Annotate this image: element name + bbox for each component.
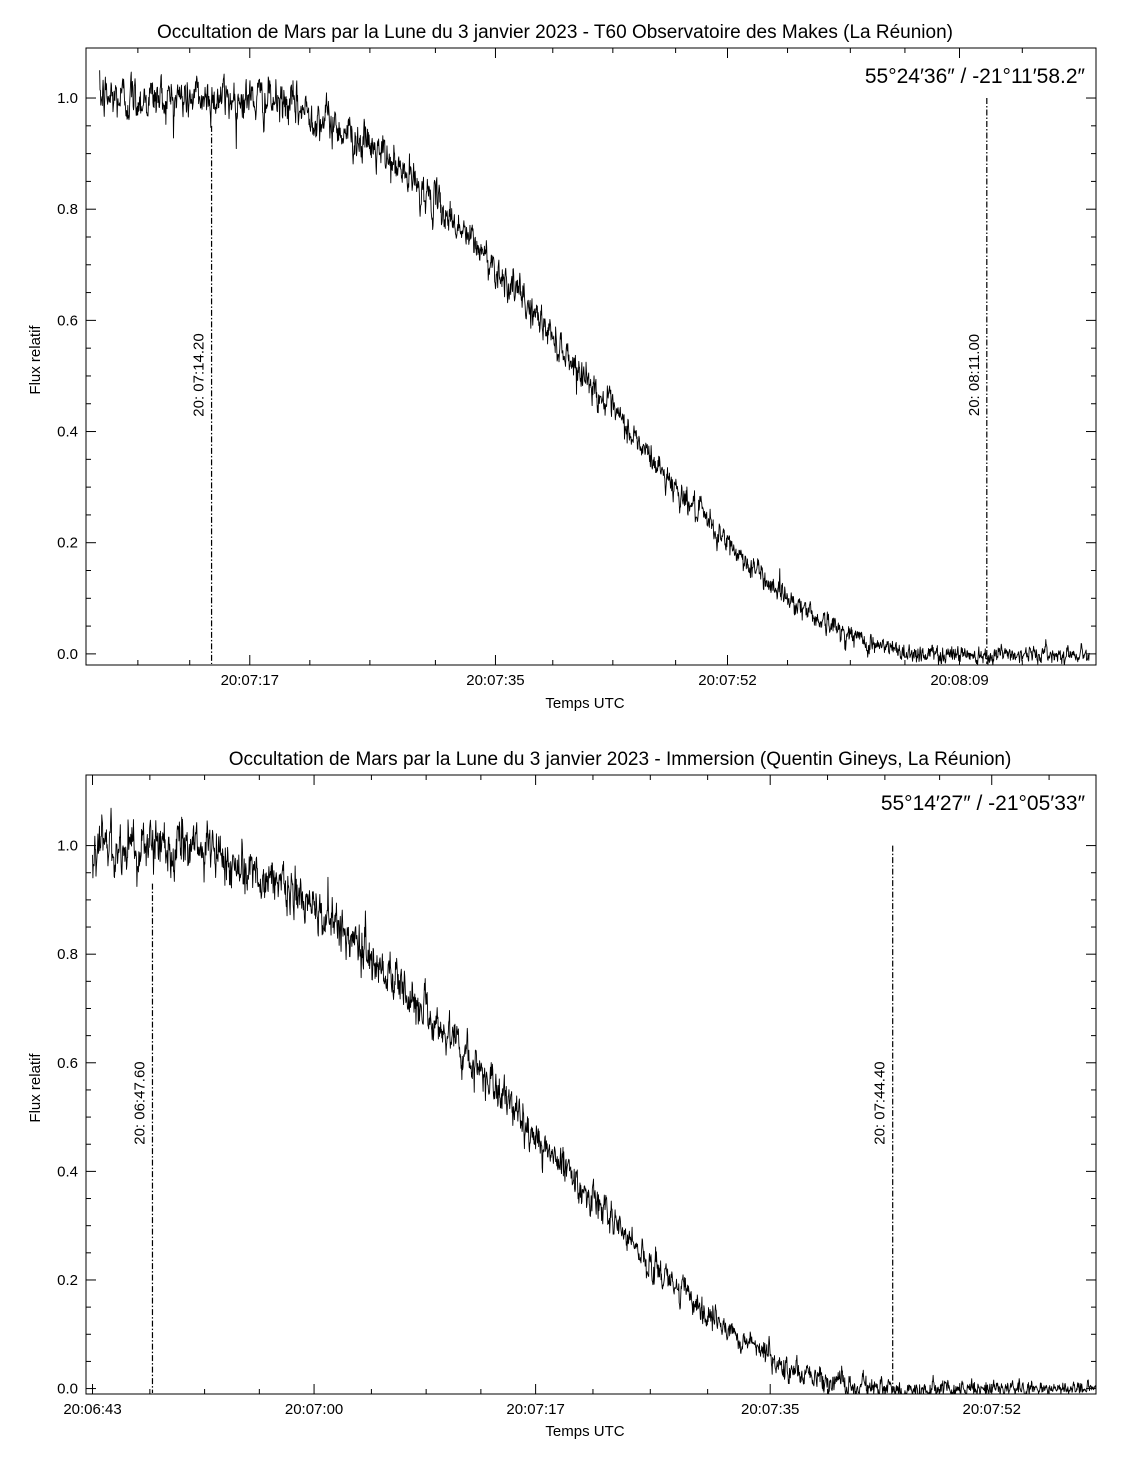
chart-1-title: Occultation de Mars par la Lune du 3 jan… — [157, 22, 953, 43]
y-tick-label: 0.0 — [57, 1381, 78, 1398]
event-marker-label: 20: 06:47.60 — [131, 1061, 148, 1144]
y-tick-label: 0.6 — [57, 312, 78, 329]
x-tick-label: 20:08:09 — [930, 672, 988, 689]
y-tick-label: 0.0 — [57, 646, 78, 663]
x-tick-label: 20:07:00 — [285, 1401, 343, 1418]
x-tick-label: 20:07:52 — [698, 672, 756, 689]
chart-1-event-markers: 20: 07:14.20 20: 08:11.00 — [191, 98, 988, 664]
chart-1-ticks: 0.0 0.2 0.4 0.6 0.8 1.0 20:07:17 20:07:35 20:07:… — [57, 48, 1096, 689]
y-tick-label: 0.6 — [57, 1055, 78, 1072]
chart-2-x-axis-label: Temps UTC — [545, 1423, 624, 1440]
chart-2-flux-series — [92, 807, 1097, 1395]
y-tick-label: 0.8 — [57, 946, 78, 963]
y-tick-label: 1.0 — [57, 90, 78, 107]
chart-1: Occultation de Mars par la Lune du 3 jan… — [27, 22, 1097, 712]
chart-1-flux-series — [99, 70, 1090, 666]
y-tick-label: 0.4 — [57, 424, 78, 441]
y-tick-label: 0.2 — [57, 535, 78, 552]
chart-2-y-axis-label: Flux relatif — [27, 1053, 44, 1123]
chart-2-plot-frame — [85, 774, 1097, 1395]
event-marker-label: 20: 07:14.20 — [191, 333, 208, 416]
event-marker-label: 20: 07:44.40 — [872, 1061, 889, 1144]
chart-1-coordinates: 55°24′36″ / -21°11′58.2″ — [865, 65, 1086, 88]
x-tick-label: 20:06:43 — [63, 1401, 121, 1418]
y-tick-label: 0.2 — [57, 1272, 78, 1289]
chart-2-coordinates: 55°14′27″ / -21°05′33″ — [881, 792, 1086, 815]
x-tick-label: 20:07:17 — [506, 1401, 564, 1418]
x-tick-label: 20:07:52 — [963, 1401, 1021, 1418]
chart-2-title: Occultation de Mars par la Lune du 3 jan… — [229, 749, 1012, 770]
y-tick-label: 0.8 — [57, 201, 78, 218]
chart-1-plot-frame — [85, 47, 1097, 666]
chart-2-ticks: 0.0 0.2 0.4 0.6 0.8 1.0 20:06:43 20:07:00 20:07:… — [57, 775, 1096, 1418]
chart-1-y-axis-label: Flux relatif — [27, 325, 44, 395]
x-tick-label: 20:07:35 — [466, 672, 524, 689]
chart-1-x-axis-label: Temps UTC — [545, 695, 624, 712]
y-tick-label: 1.0 — [57, 838, 78, 855]
y-tick-label: 0.4 — [57, 1163, 78, 1180]
x-tick-label: 20:07:17 — [221, 672, 279, 689]
chart-2-event-markers: 20: 06:47.60 20: 07:44.40 — [131, 845, 894, 1393]
x-tick-label: 20:07:35 — [741, 1401, 799, 1418]
event-marker-label: 20: 08:11.00 — [966, 334, 983, 416]
chart-2: Occultation de Mars par la Lune du 3 jan… — [27, 749, 1097, 1440]
